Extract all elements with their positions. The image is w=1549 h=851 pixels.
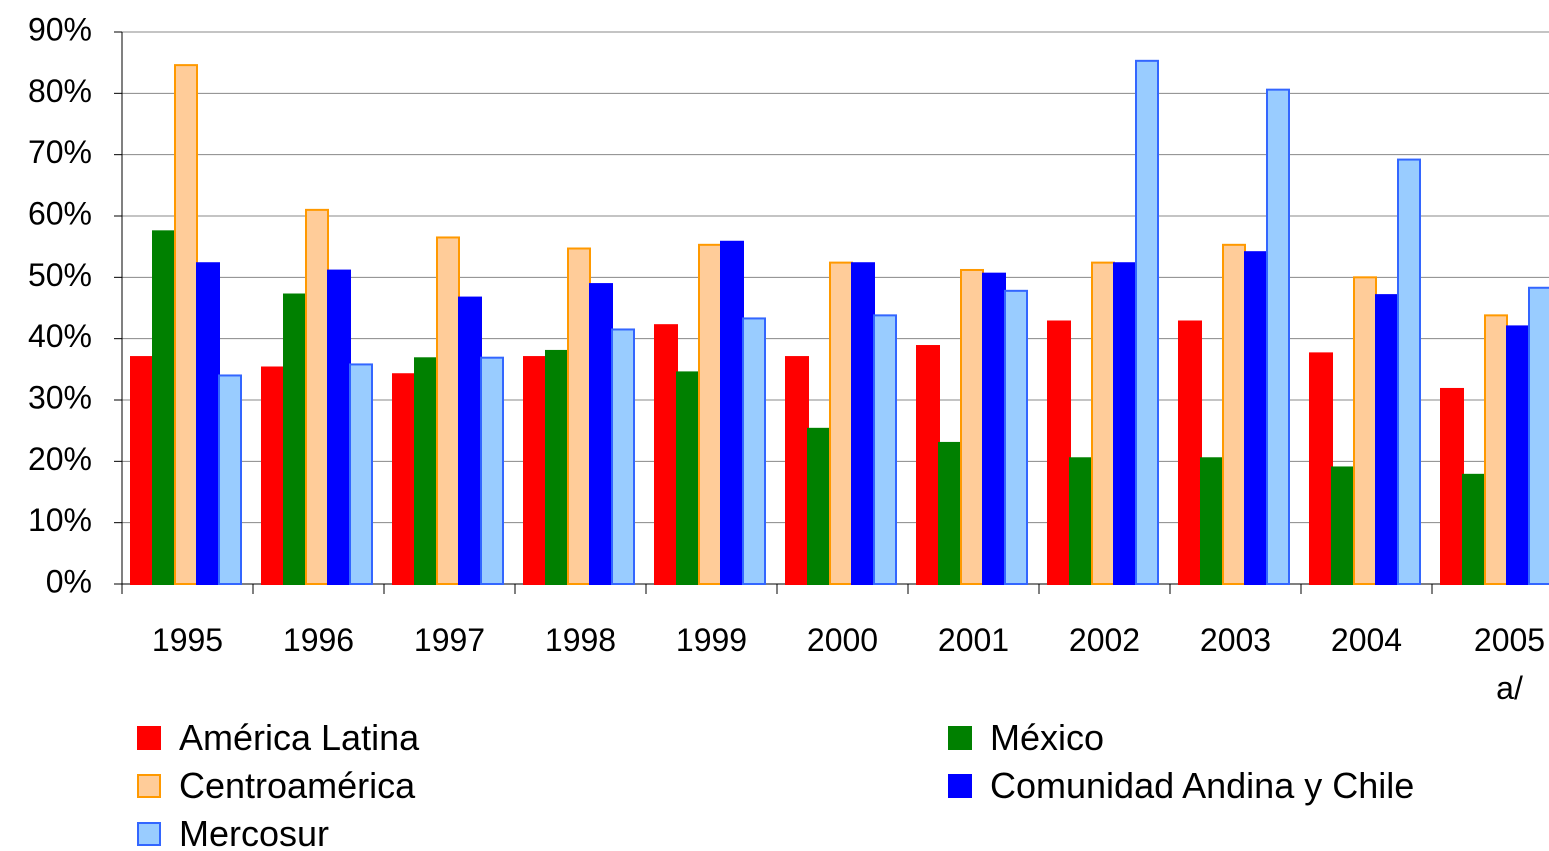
legend-swatch <box>137 726 161 750</box>
bar <box>523 356 547 586</box>
x-tick-label: 2005 a/ <box>1473 622 1546 706</box>
bar <box>785 356 809 586</box>
bar <box>218 374 242 586</box>
bar <box>1353 276 1377 585</box>
legend-swatch <box>948 774 972 798</box>
bar <box>1004 289 1028 585</box>
bar <box>873 314 897 585</box>
bar <box>589 283 613 585</box>
x-tick-label: 2002 <box>1068 622 1141 658</box>
bar <box>392 373 416 585</box>
bar <box>436 236 460 585</box>
bar <box>611 328 635 586</box>
bar <box>1069 457 1093 585</box>
y-tick-label: 20% <box>28 441 92 477</box>
x-tick-label: 1999 <box>675 622 748 658</box>
y-tick-label: 40% <box>28 318 92 354</box>
bar <box>938 441 962 585</box>
bar <box>1178 320 1202 585</box>
bar <box>916 345 940 585</box>
bar <box>349 363 373 585</box>
x-tick-label: 2003 <box>1199 622 1272 658</box>
y-tick-label: 50% <box>28 257 92 293</box>
bar <box>1091 261 1115 585</box>
bar <box>261 366 285 586</box>
bar <box>1135 59 1159 586</box>
bar <box>458 296 482 585</box>
bar <box>676 371 700 585</box>
x-tick-label: 2004 <box>1330 622 1403 658</box>
bar <box>829 261 853 585</box>
bar <box>742 317 766 585</box>
bar <box>545 349 569 585</box>
bar <box>1244 251 1268 585</box>
bar <box>130 356 154 586</box>
bar <box>1200 457 1224 585</box>
bar <box>283 293 307 585</box>
bar <box>807 427 831 585</box>
bar <box>480 356 504 585</box>
bar <box>698 243 722 585</box>
legend-swatch <box>137 822 161 846</box>
bar <box>567 247 591 586</box>
bar <box>327 269 351 585</box>
bar <box>174 64 198 586</box>
y-tick-label: 30% <box>28 379 92 415</box>
bar <box>1047 320 1071 585</box>
bar <box>1266 88 1290 586</box>
x-tick-label: 1997 <box>413 622 486 658</box>
bar <box>1222 243 1246 585</box>
y-tick-label: 10% <box>28 502 92 538</box>
y-tick-label: 70% <box>28 134 92 170</box>
legend-label: Centroamérica <box>179 765 416 806</box>
y-tick-label: 90% <box>28 11 92 47</box>
legend-swatch <box>948 726 972 750</box>
legend-label: América Latina <box>179 717 420 758</box>
bar <box>196 262 220 585</box>
x-tick-label: 1998 <box>544 622 617 658</box>
legend-swatch <box>137 774 161 798</box>
y-tick-label: 0% <box>46 563 92 599</box>
x-tick-label: 1996 <box>282 622 355 658</box>
bar <box>1484 314 1508 585</box>
bar <box>720 240 744 585</box>
bar <box>305 208 329 585</box>
bar <box>1397 158 1421 585</box>
bar <box>1113 262 1137 585</box>
bar <box>1331 466 1355 586</box>
legend-label: México <box>990 717 1105 758</box>
bar <box>1309 352 1333 585</box>
x-tick-label: 2000 <box>806 622 879 658</box>
bar <box>1440 387 1464 585</box>
bar <box>1462 473 1486 585</box>
x-tick-label: 1995 <box>151 622 224 658</box>
bar <box>851 262 875 585</box>
bar <box>414 357 438 585</box>
bar <box>1506 325 1530 585</box>
bar <box>960 268 984 585</box>
bar <box>982 272 1006 585</box>
bar <box>152 230 176 585</box>
x-tick-label: 2001 <box>937 622 1010 658</box>
bar <box>654 324 678 585</box>
bar <box>1528 286 1549 585</box>
legend-label: Comunidad Andina y Chile <box>990 765 1415 806</box>
legend-label: Mercosur <box>179 813 330 851</box>
bar <box>1375 294 1399 585</box>
y-tick-label: 60% <box>28 195 92 231</box>
y-tick-label: 80% <box>28 73 92 109</box>
